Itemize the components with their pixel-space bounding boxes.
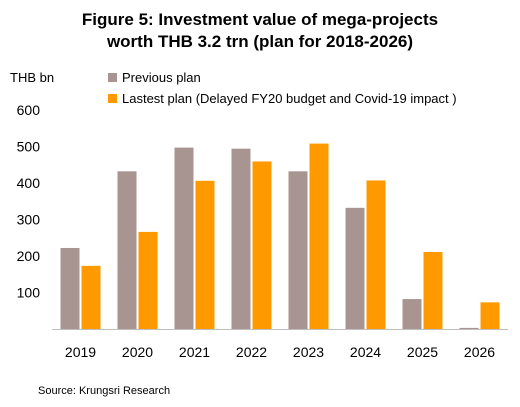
bar-previous-plan	[60, 247, 80, 329]
x-tick-label: 2019	[65, 344, 96, 360]
bar-latest-plan	[480, 302, 500, 329]
bar-previous-plan	[459, 327, 479, 329]
x-tick-label: 2022	[236, 344, 267, 360]
legend-swatch-previous-plan	[108, 73, 117, 82]
bar-previous-plan	[174, 147, 194, 329]
x-tick-label: 2020	[122, 344, 153, 360]
y-tick-label: 400	[17, 175, 41, 191]
bar-previous-plan	[288, 171, 308, 329]
source-note: Source: Krungsri Research	[38, 385, 171, 397]
x-tick-label: 2025	[407, 344, 438, 360]
bar-latest-plan	[81, 265, 101, 329]
bar-previous-plan	[117, 171, 137, 329]
x-tick-label: 2024	[350, 344, 381, 360]
bar-previous-plan	[231, 148, 251, 329]
x-tick-label: 2021	[179, 344, 210, 360]
legend-label-previous-plan: Previous plan	[122, 70, 201, 85]
y-axis-unit-label: THB bn	[10, 70, 55, 85]
y-tick-label: 300	[17, 212, 41, 228]
bar-previous-plan	[345, 207, 365, 329]
bar-latest-plan	[423, 251, 443, 329]
legend-swatch-latest-plan	[108, 94, 117, 103]
x-tick-label: 2026	[464, 344, 495, 360]
x-tick-label: 2023	[293, 344, 324, 360]
bar-latest-plan	[366, 180, 386, 329]
bar-latest-plan	[309, 143, 329, 329]
bar-latest-plan	[138, 231, 158, 329]
bar-latest-plan	[252, 161, 272, 329]
bar-latest-plan	[195, 180, 215, 329]
chart-title-line-1: Figure 5: Investment value of mega-proje…	[81, 10, 439, 29]
legend-label-latest-plan: Lastest plan (Delayed FY20 budget and Co…	[122, 91, 457, 106]
bar-previous-plan	[402, 299, 422, 329]
y-tick-label: 600	[17, 102, 41, 118]
y-tick-label: 100	[17, 285, 41, 301]
y-tick-label: 200	[17, 248, 41, 264]
y-tick-label: 500	[17, 139, 41, 155]
legend-item-latest-plan: Lastest plan (Delayed FY20 budget and Co…	[108, 91, 457, 106]
chart-title-line-2: worth THB 3.2 trn (plan for 2018-2026)	[106, 32, 414, 51]
legend-item-previous-plan: Previous plan	[108, 70, 201, 85]
